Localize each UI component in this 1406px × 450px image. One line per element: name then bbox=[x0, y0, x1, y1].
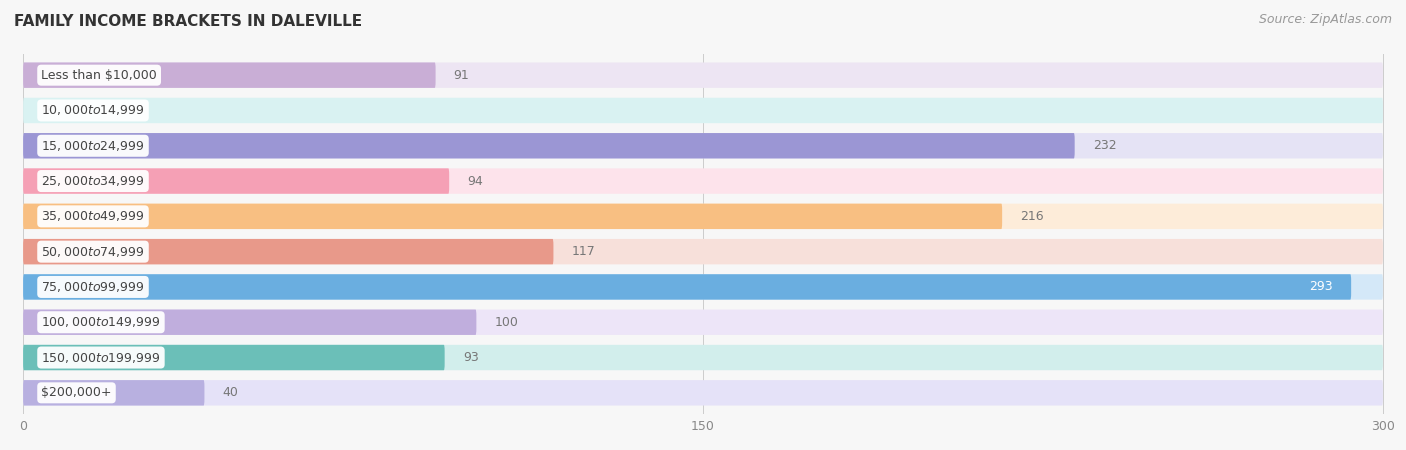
Text: $75,000 to $99,999: $75,000 to $99,999 bbox=[41, 280, 145, 294]
Text: 91: 91 bbox=[454, 69, 470, 82]
Text: $25,000 to $34,999: $25,000 to $34,999 bbox=[41, 174, 145, 188]
FancyBboxPatch shape bbox=[22, 204, 1384, 229]
FancyBboxPatch shape bbox=[22, 345, 1384, 370]
Text: 232: 232 bbox=[1092, 139, 1116, 152]
Text: 117: 117 bbox=[572, 245, 595, 258]
Text: $35,000 to $49,999: $35,000 to $49,999 bbox=[41, 209, 145, 223]
FancyBboxPatch shape bbox=[22, 133, 1074, 158]
FancyBboxPatch shape bbox=[22, 63, 1384, 88]
FancyBboxPatch shape bbox=[22, 274, 1384, 300]
Text: 40: 40 bbox=[222, 386, 239, 399]
Text: 94: 94 bbox=[467, 175, 484, 188]
FancyBboxPatch shape bbox=[22, 310, 1384, 335]
Text: $100,000 to $149,999: $100,000 to $149,999 bbox=[41, 315, 160, 329]
Text: Source: ZipAtlas.com: Source: ZipAtlas.com bbox=[1258, 14, 1392, 27]
FancyBboxPatch shape bbox=[22, 380, 1384, 405]
Text: 0: 0 bbox=[41, 104, 49, 117]
Text: Less than $10,000: Less than $10,000 bbox=[41, 69, 157, 82]
FancyBboxPatch shape bbox=[22, 98, 1384, 123]
FancyBboxPatch shape bbox=[22, 239, 554, 264]
FancyBboxPatch shape bbox=[22, 133, 1384, 158]
FancyBboxPatch shape bbox=[22, 310, 477, 335]
FancyBboxPatch shape bbox=[22, 204, 1002, 229]
FancyBboxPatch shape bbox=[22, 63, 436, 88]
FancyBboxPatch shape bbox=[22, 274, 1351, 300]
Text: 293: 293 bbox=[1309, 280, 1333, 293]
Text: $10,000 to $14,999: $10,000 to $14,999 bbox=[41, 104, 145, 117]
Text: $200,000+: $200,000+ bbox=[41, 386, 111, 399]
Text: FAMILY INCOME BRACKETS IN DALEVILLE: FAMILY INCOME BRACKETS IN DALEVILLE bbox=[14, 14, 363, 28]
FancyBboxPatch shape bbox=[22, 239, 1384, 264]
Text: 216: 216 bbox=[1021, 210, 1043, 223]
FancyBboxPatch shape bbox=[22, 345, 444, 370]
FancyBboxPatch shape bbox=[22, 168, 1384, 194]
Text: $15,000 to $24,999: $15,000 to $24,999 bbox=[41, 139, 145, 153]
FancyBboxPatch shape bbox=[22, 380, 204, 405]
FancyBboxPatch shape bbox=[22, 168, 449, 194]
Text: $150,000 to $199,999: $150,000 to $199,999 bbox=[41, 351, 160, 364]
Text: $50,000 to $74,999: $50,000 to $74,999 bbox=[41, 245, 145, 259]
Text: 100: 100 bbox=[495, 316, 519, 329]
Text: 93: 93 bbox=[463, 351, 478, 364]
